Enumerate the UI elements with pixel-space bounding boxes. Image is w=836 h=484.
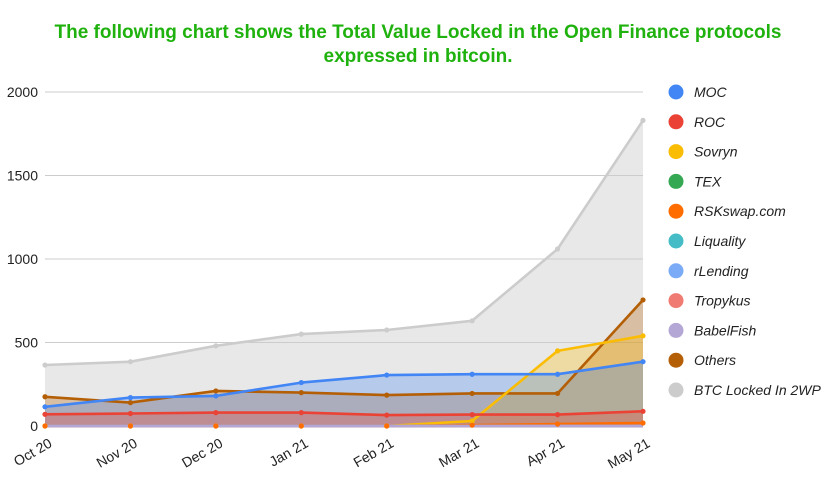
point-others-dec-20 (213, 388, 219, 394)
point-roc-mar-21 (469, 412, 475, 418)
point-others-nov-20 (127, 400, 134, 406)
line-roc (44, 410, 644, 417)
point-btc-locked-in-2wp-nov-20 (127, 359, 134, 365)
y-tick-label-2000: 2000 (7, 84, 38, 100)
chart-title-line-2: expressed in bitcoin. (324, 46, 513, 67)
x-tick-label-apr-21: Apr 21 (523, 435, 567, 470)
legend-label-rlending: rLending (694, 263, 749, 279)
point-others-jan-21 (298, 390, 304, 396)
x-tick-label-may-21: May 21 (605, 435, 653, 472)
point-moc-may-21 (640, 359, 646, 365)
point-btc-locked-in-2wp-dec-20 (213, 343, 219, 349)
y-tick-label-500: 500 (15, 335, 39, 351)
point-others-may-21 (640, 297, 646, 303)
point-rskswap-com-apr-21 (554, 421, 561, 427)
legend: MOC ROC Sovryn TEX RSKswap.com Liquality rLend… (668, 84, 821, 398)
point-others-mar-21 (469, 390, 475, 397)
x-tick-label-mar-21: Mar 21 (436, 435, 482, 471)
area-btc-locked-in-2wp (45, 120, 643, 427)
legend-label-tropykus: Tropykus (694, 293, 751, 309)
legend-label-roc: ROC (694, 114, 726, 130)
legend-marker-tex (668, 173, 684, 189)
point-others-feb-21 (384, 392, 390, 398)
legend-marker-moc (668, 84, 684, 100)
legend-label-moc: MOC (694, 84, 728, 100)
legend-label-tex: TEX (694, 173, 722, 189)
x-tick-label-jan-21: Jan 21 (266, 435, 311, 470)
x-tick-label-dec-20: Dec 20 (179, 435, 226, 471)
point-sovryn-mar-21 (469, 418, 475, 424)
legend-marker-rskswap-com (668, 203, 684, 219)
legend-marker-roc (668, 114, 684, 130)
chart-title-line-1: The following chart shows the Total Valu… (54, 22, 781, 43)
legend-marker-liquality (668, 233, 684, 249)
point-moc-dec-20 (213, 393, 219, 399)
legend-marker-btc-locked-in-2wp (668, 382, 684, 398)
point-rskswap-com-feb-21 (384, 423, 390, 429)
y-tick-label-1500: 1500 (7, 168, 38, 184)
x-tick-label-oct-20: Oct 20 (11, 435, 55, 470)
x-tick-label-feb-21: Feb 21 (350, 435, 396, 471)
point-btc-locked-in-2wp-mar-21 (469, 318, 475, 324)
point-others-apr-21 (554, 390, 561, 397)
point-roc-apr-21 (554, 412, 561, 418)
legend-marker-sovryn (668, 144, 684, 160)
legend-label-others: Others (694, 352, 736, 368)
legend-marker-tropykus (668, 293, 684, 309)
point-moc-apr-21 (554, 371, 561, 377)
point-roc-oct-20 (42, 411, 48, 417)
point-others-oct-20 (42, 394, 48, 400)
point-roc-nov-20 (127, 410, 134, 417)
point-btc-locked-in-2wp-may-21 (640, 117, 646, 123)
x-tick-label-nov-20: Nov 20 (94, 435, 141, 471)
y-tick-label-0: 0 (30, 418, 38, 434)
point-moc-feb-21 (384, 372, 390, 378)
point-moc-nov-20 (127, 395, 134, 401)
point-roc-feb-21 (384, 412, 390, 418)
point-sovryn-may-21 (640, 333, 646, 339)
legend-marker-rlending (668, 263, 684, 279)
point-rskswap-com-may-21 (640, 420, 646, 426)
series-lines (44, 119, 645, 428)
point-rskswap-com-oct-20 (42, 423, 48, 429)
line-others (44, 299, 644, 404)
point-moc-mar-21 (469, 371, 475, 377)
point-roc-dec-20 (213, 410, 219, 416)
point-rskswap-com-mar-21 (469, 422, 475, 428)
point-btc-locked-in-2wp-feb-21 (384, 327, 390, 333)
series-areas (45, 120, 643, 427)
legend-label-btc-locked-in-2wp: BTC Locked In 2WP (694, 382, 821, 398)
area-sovryn (45, 335, 643, 426)
legend-marker-others (668, 352, 684, 368)
point-moc-jan-21 (298, 379, 304, 386)
chart-title: The following chart shows the Total Valu… (54, 22, 781, 67)
point-rskswap-com-nov-20 (127, 423, 134, 429)
point-rskswap-com-jan-21 (298, 423, 304, 429)
point-rskswap-com-dec-20 (213, 423, 219, 429)
point-roc-jan-21 (298, 410, 304, 416)
point-roc-may-21 (640, 408, 646, 414)
point-moc-oct-20 (42, 404, 48, 410)
point-btc-locked-in-2wp-apr-21 (554, 246, 561, 252)
line-btc-locked-in-2wp (44, 119, 645, 367)
point-btc-locked-in-2wp-oct-20 (42, 362, 48, 368)
line-moc (44, 360, 644, 409)
series-points (42, 117, 646, 429)
legend-label-sovryn: Sovryn (694, 144, 738, 160)
legend-label-liquality: Liquality (694, 233, 746, 249)
point-btc-locked-in-2wp-jan-21 (298, 331, 304, 337)
point-sovryn-apr-21 (554, 348, 561, 354)
legend-label-babelfish: BabelFish (694, 322, 756, 338)
y-tick-label-1000: 1000 (7, 251, 38, 267)
legend-marker-babelfish (668, 322, 684, 338)
legend-label-rskswap-com: RSKswap.com (694, 203, 786, 219)
